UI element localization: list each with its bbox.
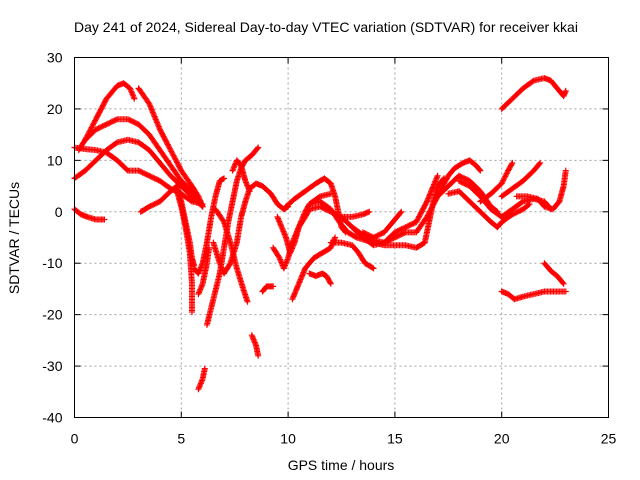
x-tick-label: 0 bbox=[71, 431, 79, 447]
data-series-arc-26 bbox=[349, 157, 484, 249]
data-series-arc-22 bbox=[306, 270, 334, 287]
data-marker-run bbox=[445, 188, 533, 231]
data-series-arc-6 bbox=[71, 206, 108, 223]
data-series-arc-17 bbox=[259, 283, 277, 295]
data-series-arc-27 bbox=[359, 208, 405, 241]
x-tick-label: 25 bbox=[601, 431, 617, 447]
data-marker-run bbox=[513, 167, 569, 213]
data-series-arc-33 bbox=[513, 167, 569, 213]
y-axis-label: SDTVAR / TECUs bbox=[6, 182, 22, 294]
data-marker-run bbox=[248, 332, 262, 359]
data-series-arc-14 bbox=[212, 206, 251, 305]
y-tick-label: -10 bbox=[42, 255, 62, 271]
x-tick-label: 5 bbox=[177, 431, 185, 447]
x-tick-label: 10 bbox=[280, 431, 296, 447]
data-marker-run bbox=[195, 365, 208, 393]
data-series-arc-30 bbox=[455, 177, 554, 220]
data-series-arc-35 bbox=[498, 288, 569, 303]
data-marker-run bbox=[541, 260, 567, 287]
data-series-arc-10 bbox=[195, 244, 213, 298]
y-tick-label: 0 bbox=[55, 204, 63, 220]
data-points bbox=[71, 75, 569, 393]
data-series-arc-16 bbox=[248, 332, 262, 359]
data-marker-run bbox=[270, 190, 334, 272]
x-tick-label: 15 bbox=[387, 431, 403, 447]
x-axis-label: GPS time / hours bbox=[288, 457, 395, 473]
data-marker-run bbox=[349, 157, 484, 249]
data-marker-run bbox=[229, 157, 253, 195]
y-tick-label: 30 bbox=[47, 50, 63, 66]
data-series-arc-32 bbox=[498, 159, 544, 200]
y-tick-label: -40 bbox=[42, 410, 62, 426]
data-marker-run bbox=[135, 85, 206, 210]
data-series-arc-8 bbox=[174, 188, 195, 316]
data-marker-run bbox=[498, 75, 569, 112]
data-series-arc-15 bbox=[229, 157, 253, 195]
data-marker-run bbox=[212, 206, 251, 305]
data-marker-run bbox=[498, 288, 569, 303]
data-series-arc-11 bbox=[195, 365, 208, 393]
data-series-arc-5 bbox=[135, 85, 206, 210]
data-marker-run bbox=[477, 159, 516, 205]
data-series-arc-34 bbox=[498, 75, 569, 112]
data-marker-run bbox=[498, 159, 544, 200]
data-series-arc-29 bbox=[445, 188, 533, 231]
data-series-arc-19 bbox=[270, 190, 334, 272]
data-marker-run bbox=[71, 206, 108, 223]
data-series-arc-24 bbox=[327, 239, 377, 272]
y-tick-label: 20 bbox=[47, 101, 63, 117]
x-tick-label: 20 bbox=[494, 431, 510, 447]
data-series-arc-36 bbox=[541, 260, 567, 287]
y-tick-label: 10 bbox=[47, 152, 63, 168]
data-marker-run bbox=[327, 239, 377, 272]
data-marker-run bbox=[195, 244, 213, 298]
data-marker-run bbox=[455, 177, 554, 220]
chart-title: Day 241 of 2024, Sidereal Day-to-day VTE… bbox=[74, 19, 578, 35]
axis-ticks: 0 5 10 15 20 25 -40 -30 -20 -10 0 10 20 30 bbox=[42, 50, 616, 447]
data-marker-run bbox=[306, 270, 334, 287]
data-marker-run bbox=[174, 188, 195, 316]
y-tick-label: -20 bbox=[42, 307, 62, 323]
data-series-arc-31 bbox=[477, 159, 516, 205]
y-tick-label: -30 bbox=[42, 358, 62, 374]
data-marker-run bbox=[359, 208, 405, 241]
data-marker-run bbox=[259, 283, 277, 295]
data-marker-run bbox=[82, 80, 138, 143]
data-series-arc-4 bbox=[82, 80, 138, 143]
plot-frame bbox=[74, 57, 609, 418]
